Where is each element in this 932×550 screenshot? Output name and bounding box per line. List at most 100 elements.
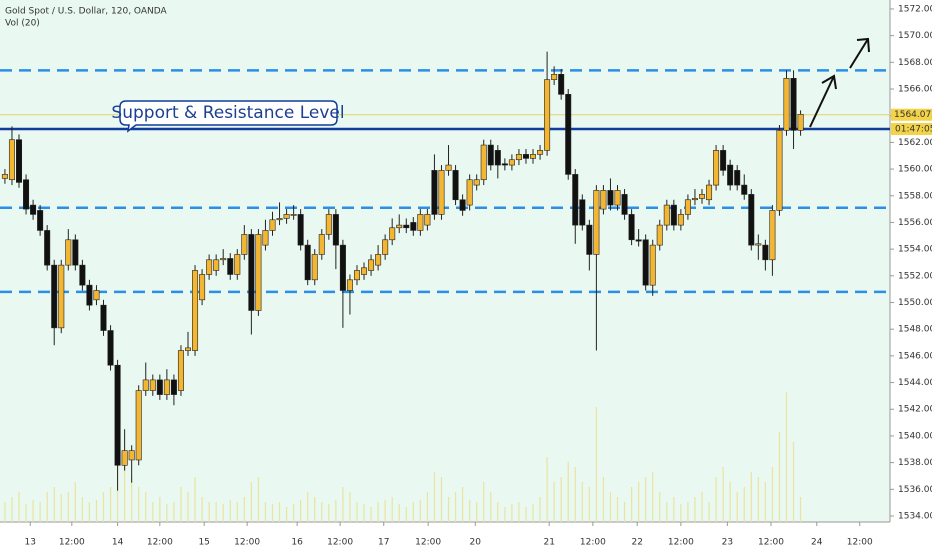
volume-bar: [750, 472, 752, 522]
volume-bar: [736, 492, 738, 522]
candle-body: [227, 258, 234, 275]
volume-bar: [349, 492, 351, 522]
volume-bar: [285, 507, 288, 522]
y-tick-label: 1538.00: [898, 458, 932, 468]
volume-bar: [145, 492, 147, 522]
y-tick-label: 1556.00: [898, 218, 932, 228]
candle-body: [86, 284, 93, 306]
volume-bar: [440, 477, 443, 522]
volume-bar: [250, 482, 252, 522]
candle-body: [466, 179, 473, 206]
volume-bar: [264, 502, 267, 522]
volume-bar: [257, 477, 260, 522]
candle-body: [459, 199, 466, 211]
candle-body: [79, 264, 86, 286]
y-tick-label: 1542.00: [898, 405, 932, 415]
candle-body: [572, 174, 579, 226]
volume-bar: [391, 497, 393, 522]
volume-bar: [659, 492, 661, 522]
volume-bar: [271, 504, 274, 522]
x-tick-label: 24: [811, 538, 823, 548]
volume-bar: [504, 507, 506, 522]
volume-bar: [729, 482, 731, 522]
candle-body: [192, 270, 199, 351]
candle-body: [375, 254, 382, 266]
volume-bar: [771, 467, 774, 522]
volume-bar: [81, 497, 83, 522]
candle-body: [128, 450, 135, 461]
candle-body: [431, 170, 438, 215]
y-tick-label: 1560.00: [898, 165, 932, 175]
volume-bar: [553, 482, 555, 522]
volume-bar: [525, 507, 527, 522]
candle-body: [1, 174, 8, 179]
volume-bar: [278, 502, 281, 522]
volume-bar: [398, 504, 400, 522]
candle-body: [579, 199, 586, 226]
candle-body: [156, 379, 163, 395]
candle-body: [220, 258, 227, 261]
candle-body: [325, 214, 332, 235]
candle-body: [199, 274, 206, 301]
x-tick-label: 12:00: [327, 538, 353, 548]
volume-bar: [405, 507, 407, 522]
candle-body: [699, 194, 706, 199]
arrow: [849, 38, 869, 69]
candle-body: [318, 234, 325, 255]
volume-bar: [497, 502, 499, 522]
volume-bar: [645, 477, 647, 522]
volume-bar: [567, 462, 569, 522]
volume-bar: [785, 392, 788, 522]
volume-bar: [469, 500, 471, 522]
candle-body: [241, 234, 248, 255]
volume-bar: [539, 497, 541, 522]
x-tick-label: 12:00: [234, 538, 260, 548]
candle-body: [635, 239, 642, 242]
volume-bar: [342, 487, 344, 522]
volume-bar: [764, 482, 766, 522]
volume-bar: [377, 502, 379, 522]
candle-body: [741, 184, 748, 195]
volume-bar: [201, 497, 203, 522]
candle-body: [283, 214, 290, 219]
volume-bar: [159, 497, 161, 522]
candle-body: [93, 290, 100, 301]
last-price-tag: [891, 108, 932, 121]
volume-bar: [638, 482, 640, 522]
candle-body: [184, 347, 191, 351]
candle-body: [530, 154, 537, 159]
candle-body: [508, 159, 515, 166]
candle-body: [706, 184, 713, 201]
chart-title: Gold Spot / U.S. Dollar, 120, OANDA: [5, 7, 168, 17]
volume-bar: [363, 504, 365, 522]
y-tick-label: 1536.00: [898, 485, 932, 495]
y-tick-label: 1566.00: [898, 85, 932, 95]
y-tick-label: 1540.00: [898, 431, 932, 441]
x-tick-label: 12:00: [59, 538, 85, 548]
volume-bar: [454, 492, 457, 522]
annotation: Support & Resistance Level: [111, 103, 344, 123]
volume-bar: [384, 500, 386, 522]
volume-bar: [229, 500, 231, 522]
volume-bar: [60, 494, 62, 522]
volume-bar: [166, 504, 168, 522]
candle-body: [691, 198, 698, 201]
volume-bar: [666, 502, 668, 522]
volume-bar: [447, 497, 450, 522]
candle-body: [297, 214, 304, 246]
volume-bar: [88, 502, 91, 522]
volume-bar: [152, 502, 154, 522]
candle-body: [23, 179, 30, 210]
candle-body: [501, 163, 508, 166]
x-tick-label: 12:00: [758, 538, 784, 548]
volume-bar: [124, 467, 126, 522]
y-tick-label: 1554.00: [898, 245, 932, 255]
y-tick-label: 1548.00: [898, 325, 932, 335]
candle-body: [121, 450, 128, 466]
candle-body: [304, 244, 311, 281]
volume-bar: [32, 500, 34, 522]
candle-body: [677, 214, 684, 226]
